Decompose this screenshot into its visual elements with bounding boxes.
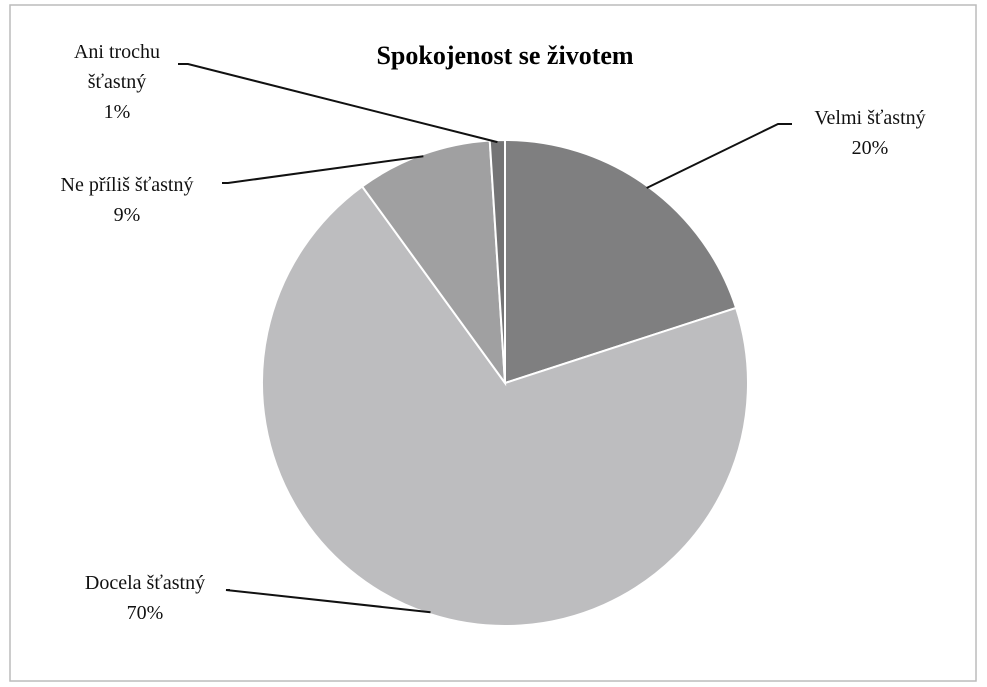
category-label: Velmi šťastný	[814, 107, 926, 129]
leader-line	[225, 589, 431, 614]
chart-title: Spokojenost se životem	[376, 41, 633, 70]
pie-slice	[360, 139, 507, 387]
category-label: Ani trochu šťastný	[73, 41, 161, 93]
category-label: Docela šťastný	[84, 572, 206, 594]
data-label: Ani trochu šťastný 1%	[57, 37, 177, 127]
data-label: Velmi šťastný 20%	[785, 103, 955, 163]
value-label: 70%	[126, 602, 164, 624]
pie-slice	[261, 185, 749, 627]
value-label: 1%	[103, 101, 131, 123]
leader-line	[646, 123, 792, 189]
category-label: Ne příliš šťastný	[60, 174, 194, 196]
data-label: Ne příliš šťastný 9%	[27, 170, 227, 230]
value-label: 20%	[851, 137, 889, 159]
data-label: Docela šťastný 70%	[60, 568, 230, 628]
value-label: 9%	[113, 204, 141, 226]
leader-line	[178, 63, 498, 144]
chart-frame	[9, 4, 977, 682]
leader-line	[222, 155, 424, 184]
